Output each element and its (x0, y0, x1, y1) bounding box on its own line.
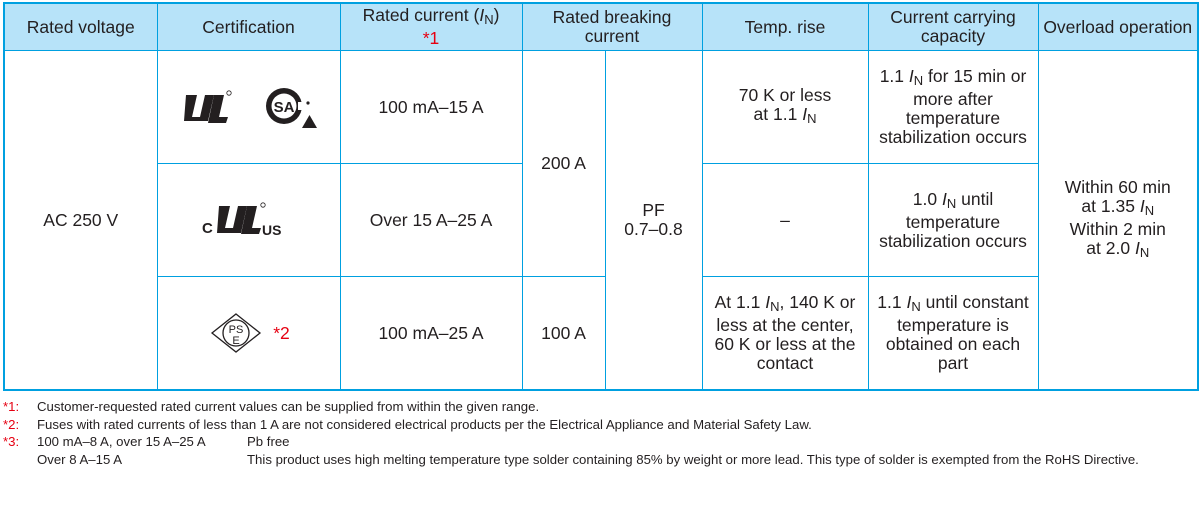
certification-cell: C US (156, 163, 341, 277)
header-rated-current: Rated current (IN) *1 (339, 2, 523, 51)
carrying-capacity-cell: 1.1 IN for 15 min or more after temperat… (867, 50, 1039, 164)
header-certification: Certification (156, 2, 341, 51)
header-row: Rated voltage Certification Rated curren… (3, 2, 1199, 51)
rated-voltage-cell: AC 250 V (3, 50, 158, 391)
certification-cell: PS E *2 (156, 276, 341, 391)
ul-mark-icon: UL (180, 87, 232, 127)
header-overload-operation: Overload operation (1037, 2, 1199, 51)
svg-text:E: E (233, 335, 240, 347)
svg-text:SA: SA (273, 99, 294, 116)
rated-current-cell: 100 mA–25 A (339, 276, 523, 391)
table-row: PS E *2 100 mA–25 A 100 A At 1.1 IN, 140… (4, 276, 1198, 391)
temp-rise-cell: At 1.1 IN, 140 K or less at the center, … (701, 276, 869, 391)
footnote-1: *1: Customer-requested rated current val… (3, 399, 540, 414)
rated-current-cell: Over 15 A–25 A (339, 163, 523, 277)
svg-text:US: US (262, 222, 281, 238)
carrying-capacity-cell: 1.0 IN until temperature stabilization o… (867, 163, 1039, 277)
cul-us-mark-icon: C US (199, 200, 299, 240)
table-row: AC 250 V UL (3, 50, 1199, 391)
temp-rise-cell: – (701, 163, 869, 277)
header-rated-voltage: Rated voltage (3, 2, 158, 51)
carrying-capacity-cell: 1.1 IN until constant temperature is obt… (867, 276, 1039, 391)
fuse-spec-table: Rated voltage Certification Rated curren… (3, 2, 1199, 391)
svg-text:UL: UL (180, 87, 182, 88)
header-rated-breaking-current: Rated breaking current (521, 2, 703, 51)
power-factor-cell: PF 0.7–0.8 (604, 50, 703, 391)
header-temp-rise: Temp. rise (701, 2, 869, 51)
svg-text:C: C (202, 220, 213, 237)
breaking-current-200-cell: 200 A (521, 50, 606, 277)
footnotes: *1: Customer-requested rated current val… (3, 398, 1197, 468)
note-ref-1: *1 (422, 28, 440, 48)
certification-cell: UL SA (156, 50, 341, 164)
csa-mark-icon: SA (262, 84, 318, 130)
footnote-2: *2: Fuses with rated currents of less th… (3, 416, 812, 432)
pse-mark-icon: PS E (207, 311, 265, 355)
table-row: C US Over 15 A–25 A – 1.0 IN until tempe… (4, 163, 1198, 277)
overload-operation-cell: Within 60 min at 1.35 IN Within 2 min at… (1037, 50, 1199, 391)
temp-rise-cell: 70 K or less at 1.1 IN (701, 50, 869, 164)
breaking-current-100-cell: 100 A (521, 276, 606, 391)
rated-current-cell: 100 mA–15 A (339, 50, 523, 164)
header-current-carrying-capacity: Current carrying capacity (867, 2, 1039, 51)
footnote-3: *3: 100 mA–8 A, over 15 A–25 A Pb free O… (3, 434, 1139, 467)
svg-text:PS: PS (229, 324, 244, 336)
note-ref-2: *2 (273, 322, 290, 343)
